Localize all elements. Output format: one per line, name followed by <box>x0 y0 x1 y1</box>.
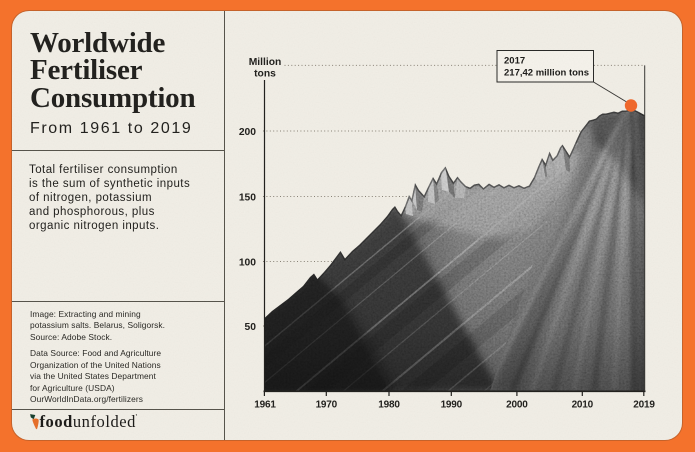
svg-text:Million: Million <box>249 57 282 68</box>
svg-text:1961: 1961 <box>254 400 276 411</box>
svg-text:200: 200 <box>239 127 256 138</box>
svg-text:150: 150 <box>239 192 256 203</box>
svg-text:1970: 1970 <box>316 400 338 411</box>
svg-text:217,42 million tons: 217,42 million tons <box>504 67 589 78</box>
svg-text:2000: 2000 <box>506 400 528 411</box>
svg-text:tons: tons <box>254 68 276 79</box>
svg-text:50: 50 <box>245 322 257 333</box>
svg-text:1980: 1980 <box>378 400 400 411</box>
svg-text:2010: 2010 <box>572 400 594 411</box>
svg-text:1990: 1990 <box>441 400 463 411</box>
svg-text:100: 100 <box>239 257 256 268</box>
svg-text:2019: 2019 <box>633 400 655 411</box>
svg-text:2017: 2017 <box>504 56 525 67</box>
